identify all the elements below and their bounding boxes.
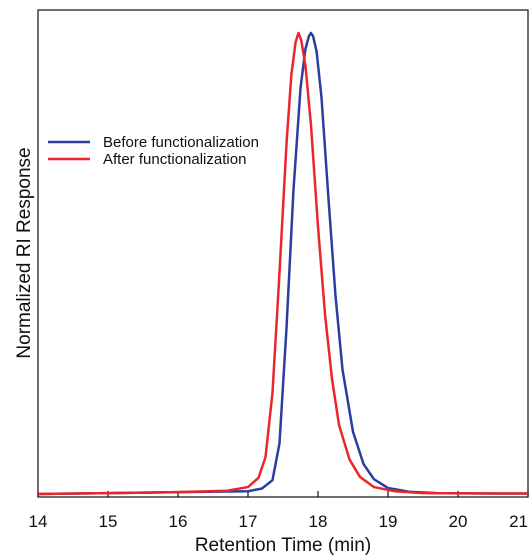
x-tick-label-15: 15 — [99, 512, 118, 531]
plot-frame — [37, 9, 529, 498]
x-tick-label-16: 16 — [169, 512, 188, 531]
legend-label-before: Before functionalization — [103, 134, 259, 151]
x-tick-label-20: 20 — [449, 512, 468, 531]
x-tick-label-18: 18 — [309, 512, 328, 531]
x-tick-label-14: 14 — [29, 512, 48, 531]
legend: Before functionalization After functiona… — [48, 134, 259, 168]
x-tick-label-19: 19 — [379, 512, 398, 531]
x-axis-tick-labels: 14 15 16 17 18 19 20 21 — [29, 512, 528, 531]
y-axis-title: Normalized RI Response — [14, 147, 35, 358]
x-tick-label-17: 17 — [239, 512, 258, 531]
x-axis-title: Retention Time (min) — [195, 535, 371, 556]
x-axis-ticks — [37, 491, 529, 497]
series-line-before — [37, 31, 528, 496]
series-layer — [37, 31, 528, 496]
series-line-after — [37, 31, 528, 496]
legend-label-after: After functionalization — [103, 151, 246, 168]
x-tick-label-21: 21 — [509, 512, 528, 531]
